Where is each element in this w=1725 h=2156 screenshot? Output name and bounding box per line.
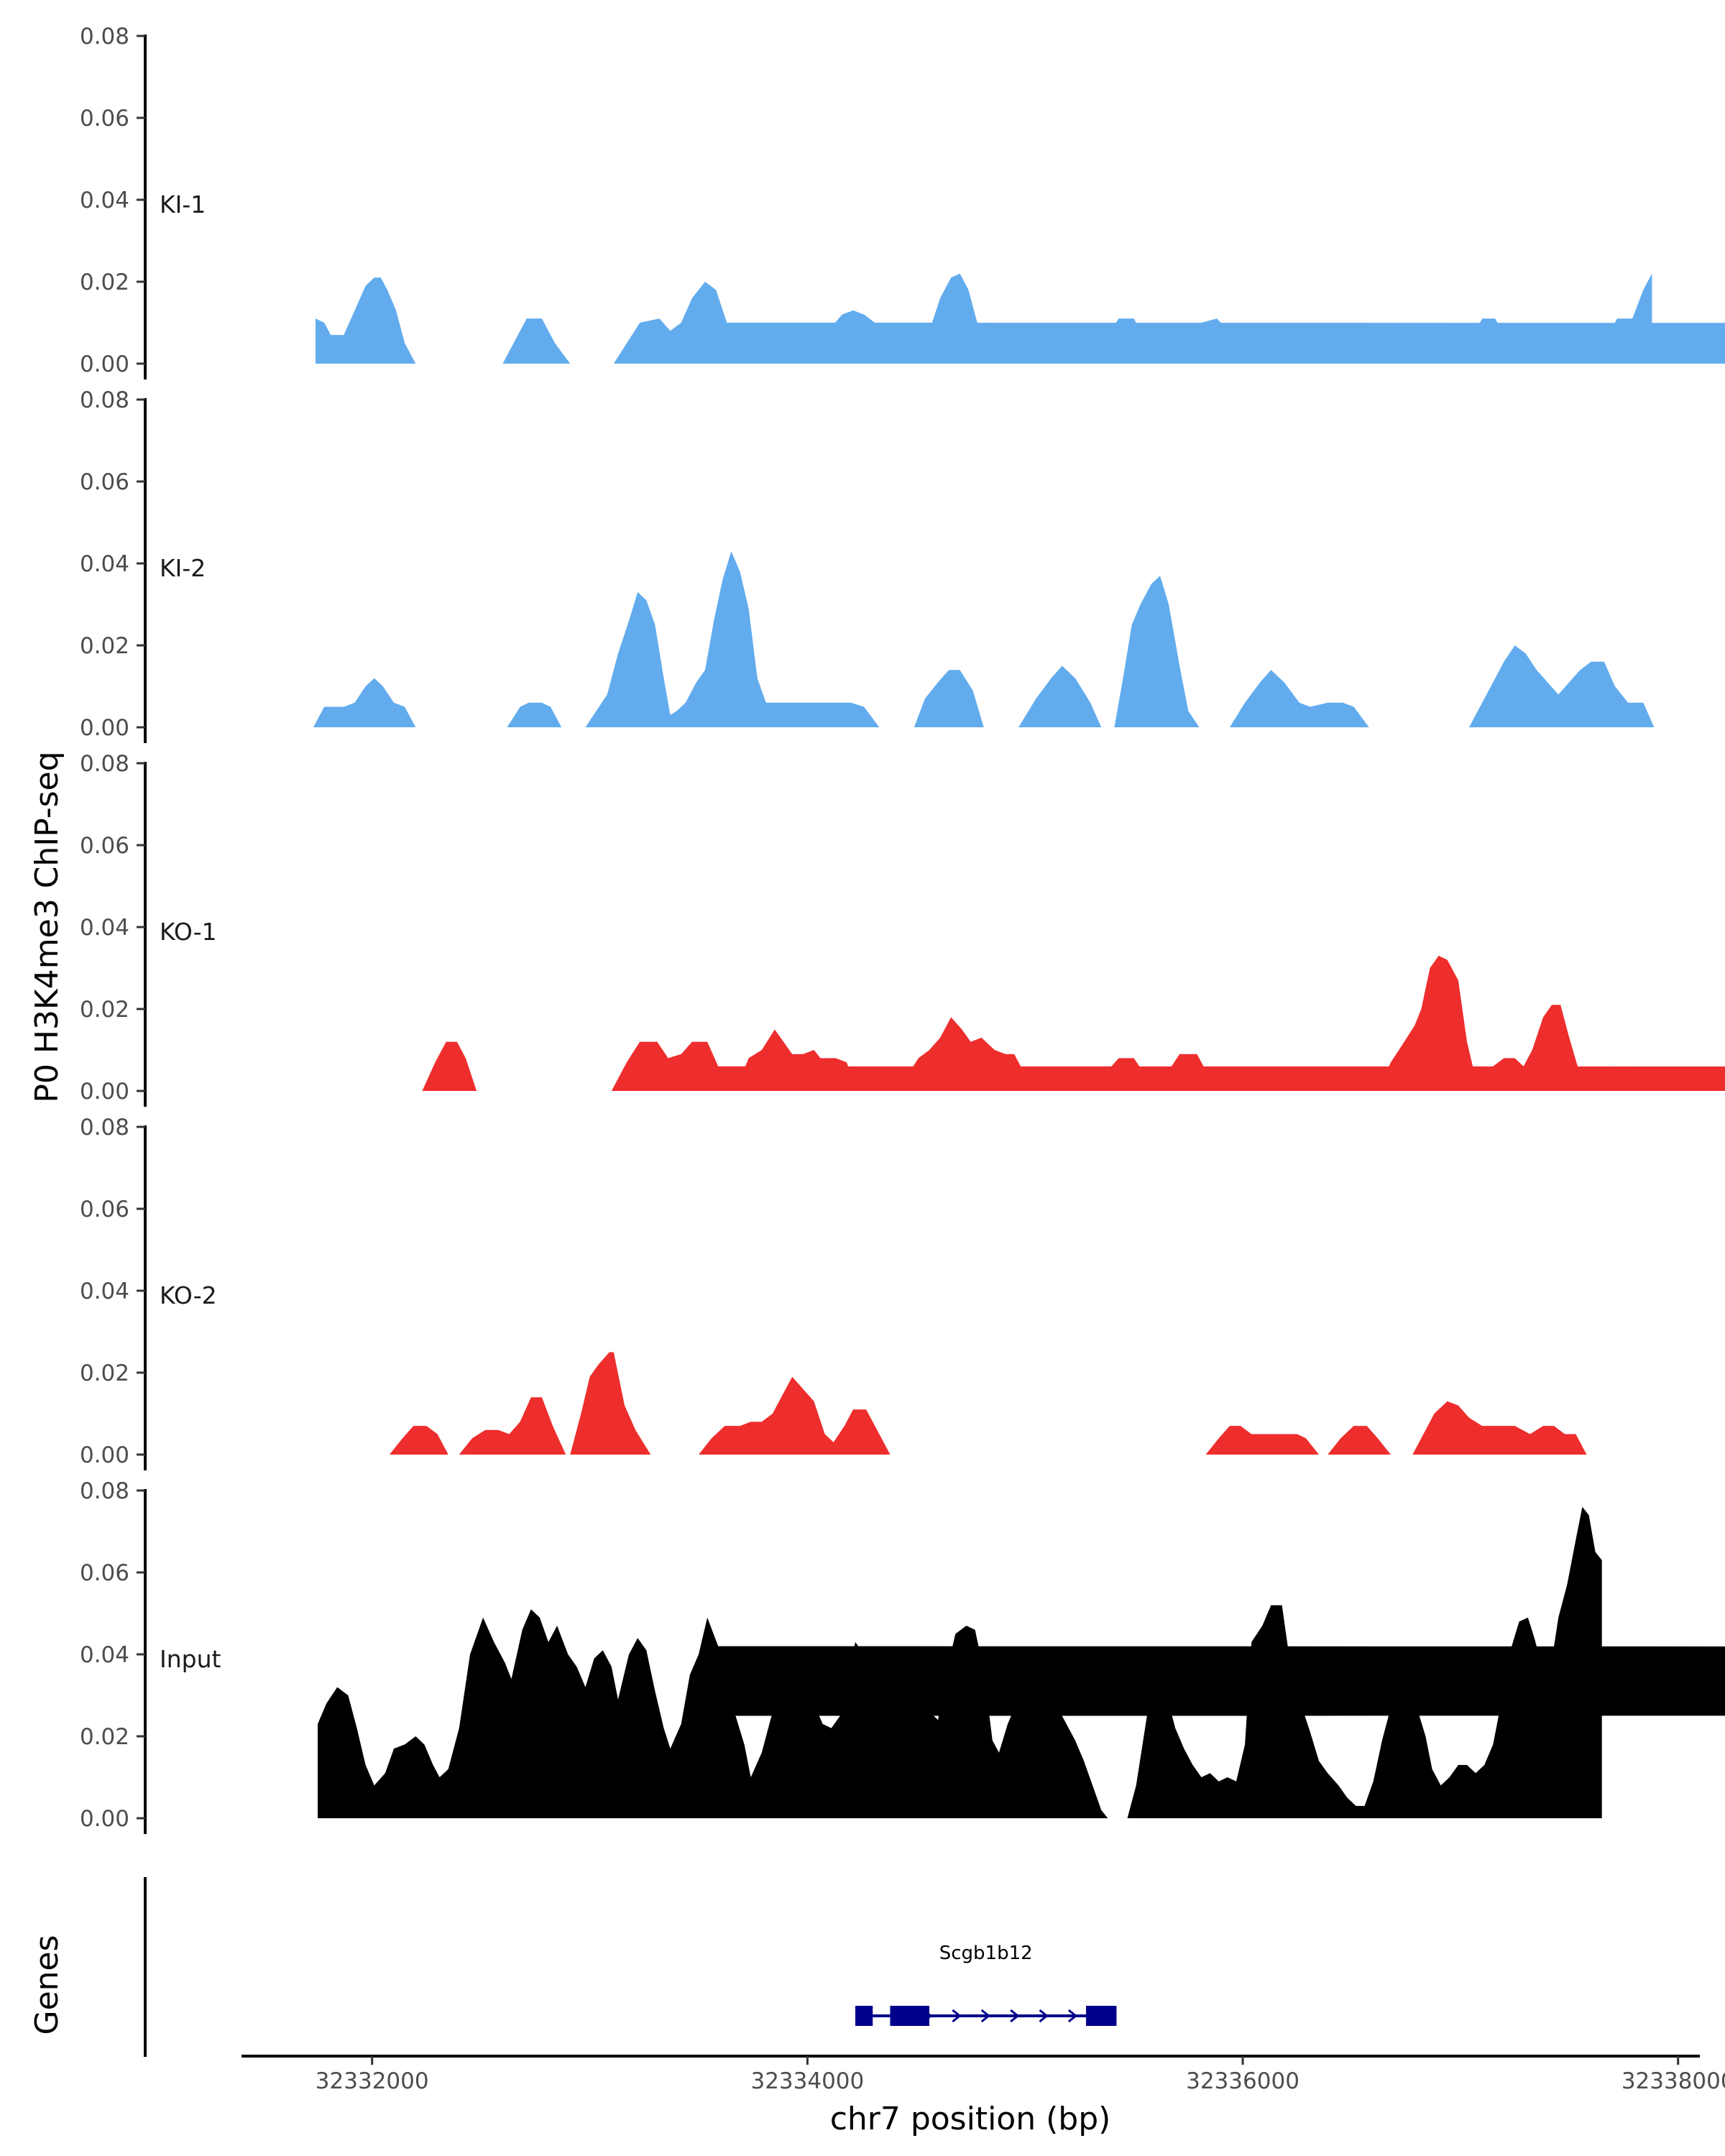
coverage-area-input	[1127, 1506, 1602, 1818]
track-panel-ko-1: 0.00 0.02 0.04 0.06 0.08 KO-1	[80, 751, 1725, 1107]
strand-arrow-icon	[1039, 2009, 1049, 2023]
track-label-ki-2: KI-2	[160, 554, 206, 582]
gene-track-label: Genes	[29, 1935, 65, 2035]
x-tick-label: 32338000	[1622, 2068, 1725, 2094]
y-tick-label: 0.06	[80, 1197, 129, 1222]
coverage-area-ki-1	[796, 310, 897, 364]
gene-name-label: Scgb1b12	[939, 1943, 1033, 1964]
y-tick-label: 0.08	[80, 24, 129, 50]
coverage-area-ki-1	[502, 318, 571, 364]
y-tick-label: 0.02	[80, 633, 129, 659]
track-label-input: Input	[160, 1645, 221, 1673]
coverage-area-ki-1	[613, 282, 1725, 364]
x-tick-label: 32336000	[1186, 2068, 1300, 2094]
x-tick-label: 32334000	[750, 2068, 864, 2094]
coverage-area-ko-2	[570, 1352, 651, 1455]
coverage-area-ko-1	[735, 1029, 857, 1091]
coverage-area-ko-2	[699, 1376, 891, 1455]
coverage-area-ko-1	[1097, 1058, 1156, 1091]
coverage-area-ko-2	[459, 1397, 566, 1455]
tracks-layer: 0.00 0.02 0.04 0.06 0.08 KI-1 0.00 0.02 0.04 0.06…	[80, 24, 1725, 1834]
y-tick-label: 0.08	[80, 387, 129, 413]
y-tick-label: 0.04	[80, 551, 129, 577]
track-panel-ki-2: 0.00 0.02 0.04 0.06 0.08 KI-2	[80, 387, 1655, 743]
coverage-area-ki-1	[918, 273, 990, 364]
coverage-area-ki-2	[585, 550, 880, 727]
y-tick-label: 0.06	[80, 469, 129, 495]
gene-layer: Genes Scgb1b12	[29, 1877, 1117, 2057]
strand-arrow-icon	[980, 2009, 991, 2023]
y-tick-label: 0.00	[80, 351, 129, 377]
coverage-area-ko-2	[1205, 1426, 1319, 1455]
coverage-area-ki-2	[1018, 665, 1102, 727]
y-tick-label: 0.04	[80, 1279, 129, 1304]
x-axis: 32332000 32334000 32336000 32338000	[242, 2055, 1725, 2094]
coverage-area-ko-1	[422, 1041, 477, 1091]
coverage-area-ki-2	[507, 702, 562, 727]
strand-arrow-icon	[952, 2009, 962, 2023]
coverage-area-ki-2	[1114, 576, 1200, 727]
y-axis-title: P0 H3K4me3 ChIP-seq	[29, 751, 65, 1102]
y-tick-label: 0.00	[80, 1442, 129, 1468]
y-tick-label: 0.08	[80, 1115, 129, 1141]
coverage-area-input	[318, 1609, 1725, 1818]
y-tick-label: 0.02	[80, 1724, 129, 1750]
y-tick-label: 0.08	[80, 751, 129, 777]
coverage-area-ki-2	[313, 678, 416, 727]
coverage-area-ki-1	[316, 277, 416, 364]
y-tick-label: 0.00	[80, 715, 129, 741]
y-tick-label: 0.08	[80, 1478, 129, 1504]
coverage-area-ki-2	[1469, 645, 1655, 727]
coverage-area-ki-1	[1092, 318, 1160, 364]
y-tick-label: 0.02	[80, 270, 129, 295]
track-panel-ko-2: 0.00 0.02 0.04 0.06 0.08 KO-2	[80, 1115, 1587, 1470]
y-tick-label: 0.06	[80, 833, 129, 859]
track-panel-ki-1: 0.00 0.02 0.04 0.06 0.08 KI-1	[80, 24, 1725, 379]
coverage-area-ki-2	[1229, 670, 1369, 727]
y-tick-label: 0.04	[80, 1642, 129, 1668]
y-tick-label: 0.06	[80, 1560, 129, 1586]
gene-exon	[890, 2006, 929, 2026]
x-axis-title: chr7 position (bp)	[830, 2101, 1111, 2137]
y-tick-label: 0.00	[80, 1079, 129, 1105]
coverage-area-ko-2	[1328, 1426, 1391, 1455]
y-tick-label: 0.02	[80, 997, 129, 1023]
y-tick-label: 0.02	[80, 1360, 129, 1386]
y-tick-label: 0.04	[80, 188, 129, 213]
track-panel-input: 0.00 0.02 0.04 0.06 0.08 Input	[80, 1478, 1725, 1834]
coverage-area-ki-1	[1169, 318, 1248, 364]
track-label-ko-2: KO-2	[160, 1281, 217, 1309]
coverage-area-ki-1	[1458, 318, 1524, 364]
y-tick-label: 0.00	[80, 1806, 129, 1832]
coverage-area-ko-2	[1412, 1401, 1587, 1455]
y-tick-label: 0.06	[80, 106, 129, 132]
gene-exon	[1086, 2006, 1117, 2026]
track-label-ki-1: KI-1	[160, 190, 206, 218]
coverage-area-ki-1	[1593, 273, 1652, 364]
strand-arrow-icon	[1067, 2009, 1078, 2023]
strand-arrow-icon	[1010, 2009, 1020, 2023]
x-tick-label: 32332000	[316, 2068, 429, 2094]
coverage-area-ko-1	[1157, 1054, 1219, 1091]
coverage-area-ko-2	[389, 1426, 448, 1455]
coverage-area-ko-1	[1377, 955, 1589, 1091]
coverage-area-ko-1	[892, 1017, 1039, 1091]
track-label-ko-1: KO-1	[160, 918, 217, 946]
gene-exon	[855, 2006, 873, 2026]
y-tick-label: 0.04	[80, 915, 129, 941]
coverage-area-ki-2	[914, 670, 984, 727]
